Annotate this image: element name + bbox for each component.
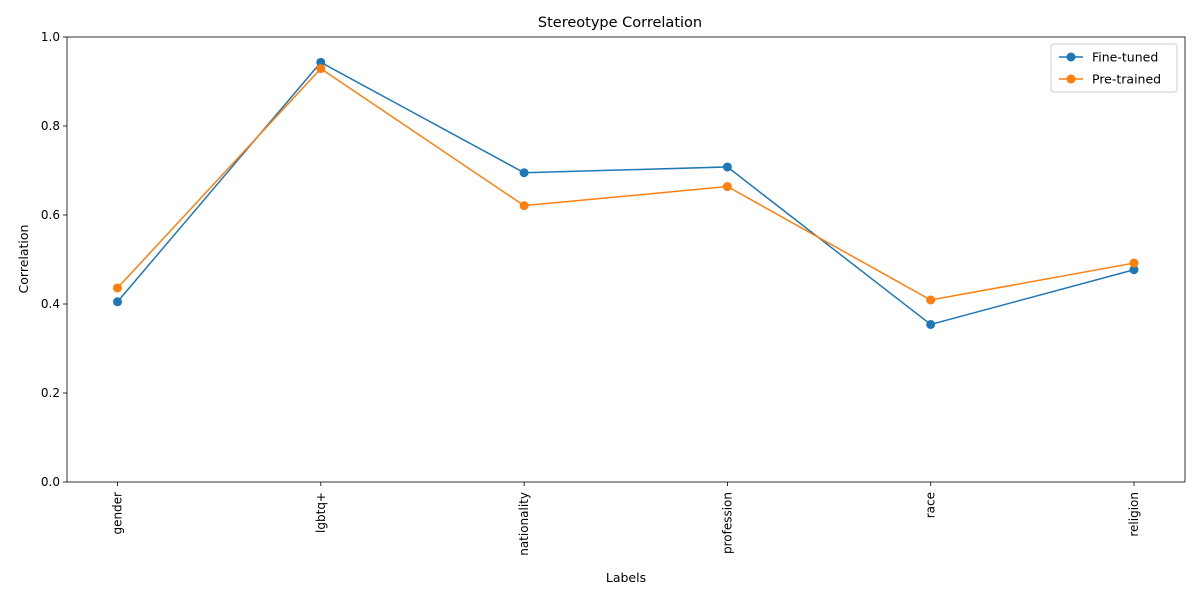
x-tick-label: lgbtq+ <box>314 492 328 533</box>
legend-label-1: Pre-trained <box>1092 72 1161 87</box>
data-point <box>926 295 936 305</box>
y-axis-label: Correlation <box>16 225 31 294</box>
x-tick-label: nationality <box>517 492 531 556</box>
x-tick-label: gender <box>111 492 125 535</box>
x-tick-label: religion <box>1127 492 1141 537</box>
data-point <box>722 162 732 172</box>
data-point <box>113 297 122 307</box>
y-tick-label: 1.0 <box>41 30 60 44</box>
legend-marker-1 <box>1066 74 1076 84</box>
data-point <box>519 168 529 178</box>
legend-marker-0 <box>1066 52 1076 62</box>
data-point <box>722 182 732 192</box>
y-tick-label: 0.2 <box>41 386 60 400</box>
legend: Fine-tuned Pre-trained <box>1050 43 1178 93</box>
x-axis-label: Labels <box>606 570 646 585</box>
legend-box <box>1050 43 1178 93</box>
data-point <box>316 57 326 67</box>
data-point <box>1129 265 1139 275</box>
y-tick-label: 0.8 <box>41 119 60 133</box>
y-tick-label: 0.0 <box>41 475 60 489</box>
chart-title: Stereotype Correlation <box>538 15 702 31</box>
data-point <box>113 283 122 293</box>
data-point <box>316 64 326 74</box>
x-tick-label: race <box>924 492 938 518</box>
axes-frame <box>66 36 1186 483</box>
data-point <box>926 319 936 329</box>
y-tick-label: 0.4 <box>41 297 60 311</box>
series-line-1 <box>116 67 1135 301</box>
legend-label-0: Fine-tuned <box>1092 50 1158 65</box>
data-point <box>519 201 529 211</box>
data-point <box>1129 258 1139 268</box>
plot-area: 0.0 0.2 0.4 0.6 0.8 1.0 gender lgbtq+ nationalit… <box>41 30 1186 556</box>
series-line-0 <box>116 61 1135 326</box>
y-tick-label: 0.6 <box>41 208 60 222</box>
x-tick-label: profession <box>720 492 734 554</box>
